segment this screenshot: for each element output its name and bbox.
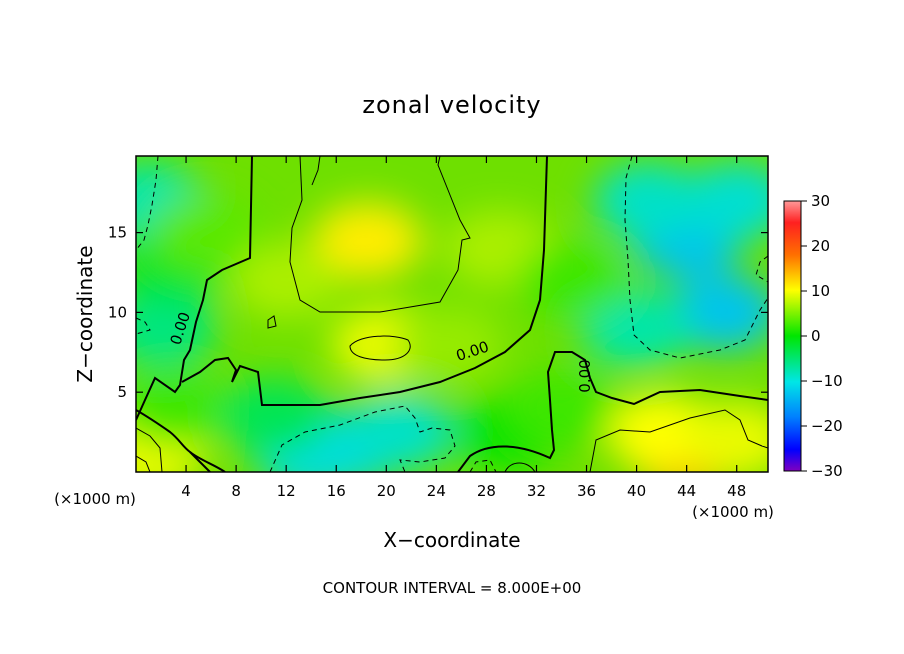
x-unit-left: (×1000 m) bbox=[54, 490, 136, 508]
colorbar-tick-label: 0 bbox=[811, 327, 821, 345]
contour-8-left bbox=[311, 156, 321, 186]
field-blob bbox=[681, 162, 768, 239]
x-tick-label: 12 bbox=[277, 482, 296, 500]
contour-neg8-right bbox=[624, 156, 768, 359]
contour-8-bottomright bbox=[589, 409, 768, 472]
contour-neg8-left bbox=[136, 317, 151, 335]
field-blob bbox=[149, 194, 260, 271]
zero-contour-right bbox=[457, 351, 768, 472]
y-tick-label: 10 bbox=[108, 303, 127, 321]
colorbar-tick-label: −20 bbox=[811, 417, 843, 435]
colorbar-tick-label: −10 bbox=[811, 372, 843, 390]
y-axis-label: Z−coordinate bbox=[73, 245, 97, 382]
field-blob bbox=[136, 370, 229, 447]
field-blob bbox=[681, 402, 768, 472]
field-blob bbox=[506, 370, 617, 447]
field-blob bbox=[519, 242, 630, 319]
colorbar-tick-label: 30 bbox=[811, 192, 830, 210]
field-blob bbox=[136, 290, 217, 367]
zero-contour-left-upper bbox=[136, 156, 253, 421]
y-tick-label: 15 bbox=[108, 224, 127, 242]
contour-neg8-right-edge bbox=[755, 255, 768, 283]
x-tick-label: 16 bbox=[327, 482, 346, 500]
chart-title: zonal velocity bbox=[362, 91, 541, 119]
x-tick-label: 44 bbox=[677, 482, 696, 500]
contour-8-mid bbox=[349, 335, 411, 361]
colorbar: 30 20 10 0 −10 −20 −30 bbox=[783, 192, 843, 480]
colorbar-tick-label: 10 bbox=[811, 282, 830, 300]
x-axis-label: X−coordinate bbox=[383, 528, 520, 552]
field-blob bbox=[594, 162, 705, 239]
colorbar-tick-label: −30 bbox=[811, 462, 843, 480]
x-tick-label: 24 bbox=[427, 482, 446, 500]
x-axis: 4 8 12 16 20 24 28 32 36 40 44 48 bbox=[181, 156, 746, 500]
colorbar-gradient bbox=[783, 200, 802, 472]
field-blobs bbox=[136, 162, 768, 472]
field-blob bbox=[393, 306, 504, 383]
x-tick-label: 40 bbox=[627, 482, 646, 500]
zero-contour-main bbox=[181, 156, 548, 406]
field-blob bbox=[218, 378, 329, 455]
contour-8-small bbox=[267, 315, 277, 329]
contour-neg8-topleft bbox=[136, 156, 159, 251]
contour-interval-note: CONTOUR INTERVAL = 8.000E+00 bbox=[323, 579, 582, 597]
contour-neg8-bottom bbox=[269, 405, 456, 472]
plot-area bbox=[136, 156, 768, 472]
x-tick-label: 28 bbox=[477, 482, 496, 500]
contour-8-mid-bottom bbox=[504, 462, 536, 472]
plot-frame bbox=[135, 155, 769, 473]
y-axis: 5 10 15 bbox=[108, 224, 768, 401]
field-blob bbox=[312, 202, 423, 279]
x-tick-label: 48 bbox=[727, 482, 746, 500]
contours bbox=[136, 156, 768, 472]
x-unit-right: (×1000 m) bbox=[692, 503, 774, 521]
colorbar-ticks: 30 20 10 0 −10 −20 −30 bbox=[801, 192, 843, 480]
y-tick-label: 5 bbox=[117, 383, 127, 401]
x-tick-label: 36 bbox=[577, 482, 596, 500]
contour-label-right: 0.00 bbox=[576, 359, 594, 392]
contour-8-bottomleft2 bbox=[136, 455, 151, 472]
contour-neg8-bottom2 bbox=[469, 459, 497, 472]
x-tick-label: 20 bbox=[377, 482, 396, 500]
contour-8-upper bbox=[289, 156, 471, 313]
field-blob bbox=[231, 242, 342, 319]
zero-contour-left bbox=[136, 409, 226, 472]
x-tick-label: 32 bbox=[527, 482, 546, 500]
field-blob bbox=[669, 274, 768, 351]
zero-contour-bottom bbox=[189, 451, 211, 472]
x-tick-label: 4 bbox=[181, 482, 191, 500]
x-tick-label: 8 bbox=[231, 482, 241, 500]
colorbar-tick-label: 20 bbox=[811, 237, 830, 255]
field-blob bbox=[343, 394, 454, 471]
contour-8-bottomleft bbox=[136, 427, 163, 472]
